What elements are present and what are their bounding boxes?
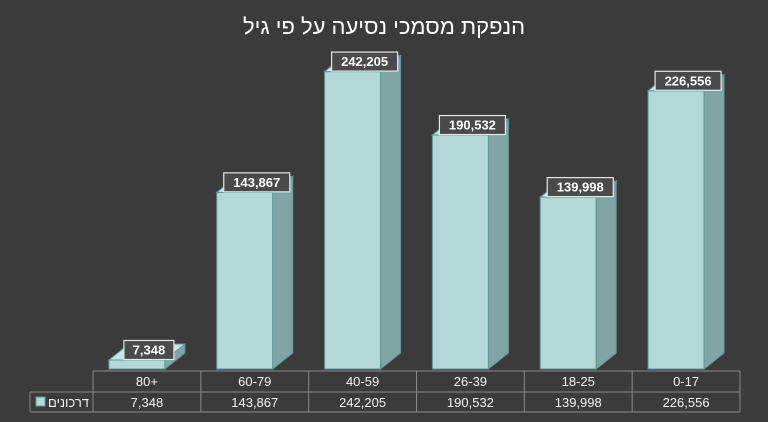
bar-side <box>487 117 509 371</box>
data-label-80+: 7,348 <box>123 339 175 361</box>
category-label: 18-25 <box>562 374 595 389</box>
data-label-text: 139,998 <box>557 180 604 195</box>
bar-front <box>108 359 166 370</box>
bar-60-79 <box>215 175 295 371</box>
bars-layer: 226,556 139,998 190,532 242,205 143,867 7,348 <box>107 51 726 371</box>
category-label: 80+ <box>136 374 158 389</box>
bar-front <box>539 196 597 370</box>
data-label-26-39: 190,532 <box>438 114 507 136</box>
table-value: 190,532 <box>447 395 494 410</box>
data-label-text: 242,205 <box>341 54 388 69</box>
data-label-text: 7,348 <box>133 342 166 357</box>
data-label-box <box>654 70 722 91</box>
data-label-40-59: 242,205 <box>330 51 399 72</box>
bar-front <box>324 71 382 370</box>
data-label-18-25: 139,998 <box>546 176 614 198</box>
bar-0-17 <box>646 73 726 371</box>
category-label: 60-79 <box>238 374 271 389</box>
data-label-box <box>223 172 291 193</box>
bar-side <box>703 73 725 371</box>
data-label-box <box>438 114 507 136</box>
bar-side <box>380 54 402 371</box>
bar-front <box>216 191 274 370</box>
category-label: 26-39 <box>454 374 487 389</box>
data-label-text: 226,556 <box>665 73 712 88</box>
bar-18-25 <box>538 180 618 371</box>
chart-title: הנפקת מסמכי נסיעה על פי גיל <box>243 14 525 39</box>
bar-front <box>431 134 489 370</box>
data-label-box <box>123 339 175 361</box>
table-value: 242,205 <box>339 395 386 410</box>
data-label-0-17: 226,556 <box>654 70 722 91</box>
data-table: 0-17 226,556 18-25 139,998 26-39 190,532 40-59… <box>29 370 741 413</box>
bar-front <box>647 90 705 370</box>
legend-series-name: דרכונים <box>48 395 89 410</box>
table-value: 226,556 <box>663 395 710 410</box>
table-value: 7,348 <box>131 395 164 410</box>
bar-side <box>595 180 617 371</box>
category-label: 0-17 <box>673 374 699 389</box>
data-label-text: 143,867 <box>233 175 280 190</box>
table-value: 143,867 <box>231 395 278 410</box>
bar-40-59 <box>323 54 403 371</box>
table-value: 139,998 <box>555 395 602 410</box>
data-label-box <box>330 51 399 72</box>
data-label-text: 190,532 <box>449 118 496 133</box>
bar-26-39 <box>430 117 510 371</box>
legend-key-icon <box>35 396 46 407</box>
data-label-60-79: 143,867 <box>223 172 291 193</box>
data-label-box <box>546 176 614 198</box>
category-label: 40-59 <box>346 374 379 389</box>
bar-side <box>272 175 294 371</box>
